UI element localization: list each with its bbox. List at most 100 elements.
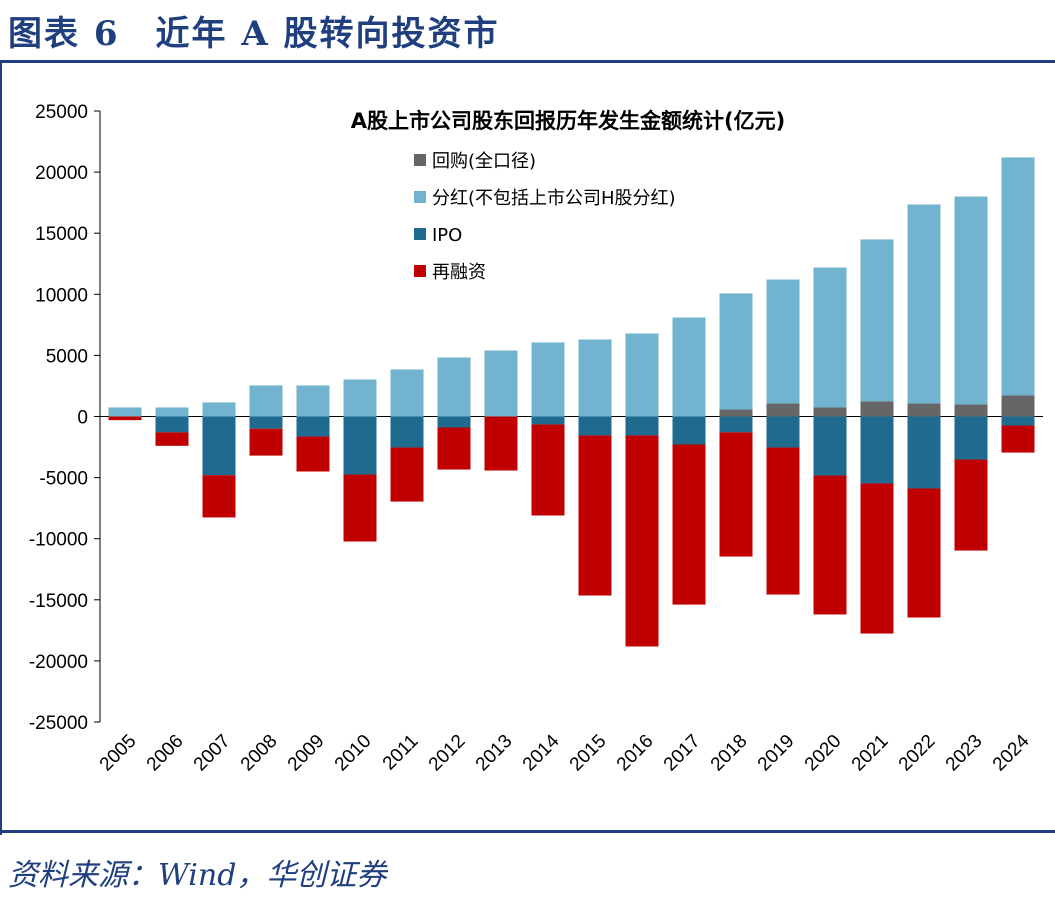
y-tick-label: -20000 bbox=[29, 652, 88, 673]
x-tick-label: 2009 bbox=[284, 731, 329, 776]
bar-2017-series-1 bbox=[672, 317, 706, 417]
bar-2017-series-2 bbox=[672, 416, 706, 445]
footer-divider bbox=[0, 830, 1055, 833]
bar-2013-series-3 bbox=[484, 416, 518, 471]
bar-2020-series-3 bbox=[813, 475, 847, 615]
y-tick-label: 10000 bbox=[35, 285, 88, 306]
bar-2015-series-2 bbox=[578, 416, 612, 436]
bar-2006-series-3 bbox=[155, 432, 189, 446]
x-tick-label: 2018 bbox=[707, 731, 752, 776]
x-tick-label: 2016 bbox=[613, 731, 658, 776]
bar-2010-series-1 bbox=[343, 379, 377, 417]
bar-2006-series-1 bbox=[155, 407, 189, 417]
bar-2021-series-1 bbox=[860, 239, 894, 402]
bar-2012-series-2 bbox=[437, 416, 471, 428]
bar-2014-series-2 bbox=[531, 416, 565, 425]
bar-2018-series-0 bbox=[719, 409, 753, 417]
x-tick-label: 2012 bbox=[425, 731, 470, 776]
bar-2016-series-2 bbox=[625, 416, 659, 436]
bar-2005-series-1 bbox=[108, 407, 142, 417]
bar-2022-series-3 bbox=[907, 488, 941, 618]
bar-2005-series-3 bbox=[108, 416, 142, 421]
bar-2006-series-2 bbox=[155, 416, 189, 433]
y-tick-label: 5000 bbox=[46, 346, 88, 367]
bar-2017-series-3 bbox=[672, 444, 706, 605]
y-tick-label: 0 bbox=[77, 408, 88, 429]
bar-2021-series-2 bbox=[860, 416, 894, 484]
bar-2011-series-3 bbox=[390, 447, 424, 502]
bar-2022-series-2 bbox=[907, 416, 941, 489]
bar-2018-series-2 bbox=[719, 416, 753, 433]
y-tick-label: 20000 bbox=[35, 163, 88, 184]
bar-2020-series-1 bbox=[813, 267, 847, 408]
x-tick-label: 2005 bbox=[96, 731, 141, 776]
legend-label: IPO bbox=[432, 225, 462, 246]
x-tick-label: 2011 bbox=[379, 731, 423, 775]
bar-2016-series-1 bbox=[625, 333, 659, 417]
x-tick-label: 2015 bbox=[566, 731, 611, 776]
x-tick-label: 2008 bbox=[237, 731, 282, 776]
bar-2012-series-1 bbox=[437, 357, 471, 417]
header-divider bbox=[0, 60, 1055, 63]
bar-2009-series-2 bbox=[296, 416, 330, 437]
bar-2021-series-3 bbox=[860, 483, 894, 634]
bar-2015-series-1 bbox=[578, 339, 612, 417]
bar-2022-series-0 bbox=[907, 403, 941, 417]
bar-2010-series-2 bbox=[343, 416, 377, 475]
chart-title: A股上市公司股东回报历年发生金额统计(亿元) bbox=[351, 109, 785, 133]
x-tick-label: 2019 bbox=[754, 731, 799, 776]
bar-2018-series-1 bbox=[719, 293, 753, 410]
legend-swatch bbox=[414, 154, 426, 166]
x-tick-label: 2022 bbox=[895, 731, 940, 776]
bar-2007-series-2 bbox=[202, 416, 236, 476]
bar-2008-series-3 bbox=[249, 428, 283, 456]
legend-label: 回购(全口径) bbox=[432, 151, 536, 172]
bar-2020-series-2 bbox=[813, 416, 847, 476]
x-tick-label: 2020 bbox=[801, 731, 846, 776]
x-tick-label: 2024 bbox=[989, 730, 1034, 775]
legend-label: 分红(不包括上市公司H股分红) bbox=[432, 188, 676, 209]
bar-2024-series-2 bbox=[1001, 416, 1035, 426]
bar-2024-series-3 bbox=[1001, 425, 1035, 453]
x-tick-label: 2010 bbox=[331, 731, 376, 776]
legend-swatch bbox=[414, 191, 426, 203]
x-tick-label: 2023 bbox=[942, 731, 987, 776]
bar-2015-series-3 bbox=[578, 435, 612, 596]
x-tick-label: 2017 bbox=[660, 731, 705, 776]
legend-label: 再融资 bbox=[432, 262, 486, 283]
bar-2024-series-0 bbox=[1001, 395, 1035, 417]
bar-2009-series-3 bbox=[296, 436, 330, 472]
legend-swatch bbox=[414, 265, 426, 277]
bar-2019-series-3 bbox=[766, 447, 800, 595]
bar-2018-series-3 bbox=[719, 432, 753, 557]
bar-2022-series-1 bbox=[907, 204, 941, 404]
bar-2013-series-1 bbox=[484, 350, 518, 417]
y-tick-label: -10000 bbox=[29, 530, 88, 551]
bar-2011-series-2 bbox=[390, 416, 424, 448]
figure-header: 图表 6 近年 A 股转向投资市 bbox=[8, 14, 500, 54]
bar-2011-series-1 bbox=[390, 369, 424, 417]
legend-swatch bbox=[414, 228, 426, 240]
bar-2019-series-0 bbox=[766, 403, 800, 417]
bar-2021-series-0 bbox=[860, 401, 894, 417]
source-note: 资料来源：Wind，华创证券 bbox=[8, 858, 387, 893]
bar-2007-series-3 bbox=[202, 475, 236, 518]
bar-2016-series-3 bbox=[625, 435, 659, 647]
bar-2008-series-2 bbox=[249, 416, 283, 429]
y-tick-label: 15000 bbox=[35, 224, 88, 245]
bar-2014-series-1 bbox=[531, 342, 565, 417]
x-tick-label: 2021 bbox=[848, 731, 893, 776]
bar-2019-series-1 bbox=[766, 279, 800, 404]
bar-2024-series-1 bbox=[1001, 157, 1035, 396]
y-tick-label: -15000 bbox=[29, 591, 88, 612]
y-tick-label: -5000 bbox=[39, 469, 88, 490]
bar-2012-series-3 bbox=[437, 427, 471, 470]
bar-2020-series-0 bbox=[813, 407, 847, 417]
bar-2023-series-3 bbox=[954, 459, 988, 551]
x-tick-label: 2006 bbox=[143, 731, 188, 776]
bar-2007-series-1 bbox=[202, 402, 236, 417]
y-tick-label: 25000 bbox=[35, 102, 88, 123]
x-tick-label: 2007 bbox=[190, 731, 235, 776]
